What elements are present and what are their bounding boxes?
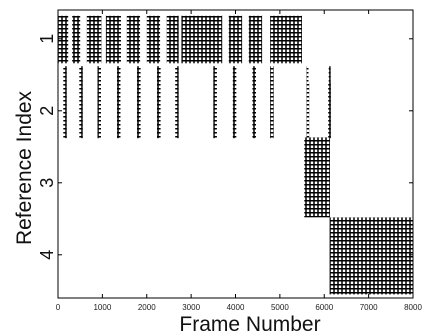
x-tick-label: 1000 <box>93 303 111 312</box>
x-tick-label: 8000 <box>404 303 422 312</box>
y-tick-label: 1 <box>37 34 57 44</box>
point-cluster-1-6 <box>146 15 161 64</box>
point-cluster-1-4 <box>105 15 121 64</box>
point-cluster-2-3 <box>97 66 101 139</box>
point-cluster-2-7 <box>175 66 179 139</box>
series-ref-1 <box>58 15 331 82</box>
y-tick-label: 2 <box>37 106 57 116</box>
point-cluster-2-12 <box>306 82 310 139</box>
point-cluster-1-11 <box>270 15 302 64</box>
x-tick-label: 2000 <box>138 303 156 312</box>
point-cluster-1-5 <box>126 15 141 64</box>
series-ref-3 <box>304 137 330 218</box>
point-cluster-1-7 <box>166 15 179 64</box>
point-cluster-2-8 <box>213 66 217 139</box>
point-cluster-2-10 <box>252 66 256 139</box>
x-tick-label: 5000 <box>271 303 289 312</box>
point-cluster-2-5 <box>137 66 141 139</box>
x-tick-label: 6000 <box>315 303 333 312</box>
y-tick-label: 4 <box>37 250 57 260</box>
y-axis-label: Reference Index <box>13 90 36 245</box>
point-cluster-2-11 <box>270 66 274 139</box>
point-cluster-2-4 <box>117 66 121 139</box>
point-cluster-1-13 <box>328 66 331 82</box>
y-tick-label: 3 <box>37 178 57 188</box>
series-ref-2 <box>63 66 331 139</box>
point-cluster-3-1 <box>304 137 330 218</box>
x-tick-label: 0 <box>56 303 61 312</box>
point-cluster-1-10 <box>248 15 263 64</box>
series-ref-4 <box>329 217 413 295</box>
point-cluster-1-8 <box>181 15 223 64</box>
point-cluster-1-3 <box>86 15 102 64</box>
point-cluster-2-1 <box>63 66 67 139</box>
point-cluster-2-6 <box>157 66 161 139</box>
point-cluster-1-12 <box>306 66 309 82</box>
point-cluster-2-9 <box>232 66 237 139</box>
x-axis-label: Frame Number <box>179 313 320 336</box>
point-cluster-1-2 <box>72 15 81 64</box>
point-cluster-1-9 <box>228 15 243 64</box>
point-cluster-4-1 <box>329 217 413 295</box>
point-cluster-2-2 <box>79 66 83 139</box>
x-tick-label: 3000 <box>182 303 200 312</box>
point-cluster-2-13 <box>328 82 331 139</box>
point-cluster-1-1 <box>58 15 69 64</box>
x-tick-label: 4000 <box>227 303 245 312</box>
x-tick-label: 7000 <box>360 303 378 312</box>
